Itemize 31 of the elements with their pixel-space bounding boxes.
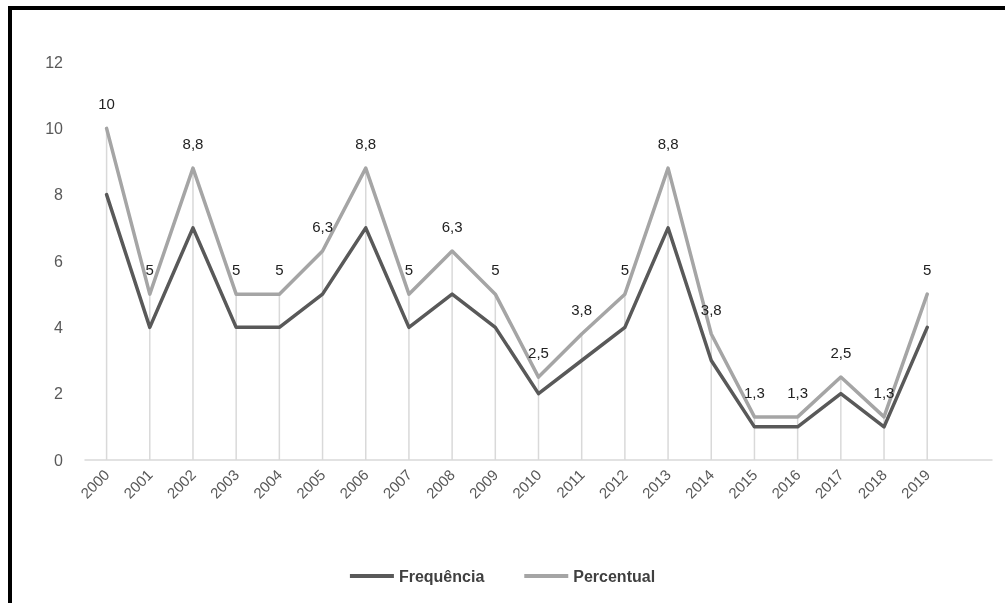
data-label: 1,3 [873, 383, 895, 401]
line-series [104, 126, 929, 419]
data-label: 10 [98, 95, 115, 113]
y-tick-label: 8 [54, 186, 64, 204]
data-label: 5 [275, 261, 284, 279]
y-tick-label: 0 [54, 451, 64, 469]
data-label: 5 [404, 261, 414, 279]
data-label: 3,8 [571, 300, 593, 318]
data-label: 1,3 [744, 383, 765, 401]
data-label: 6,3 [312, 218, 333, 236]
line-series [104, 192, 929, 429]
data-label: 6,3 [441, 218, 463, 236]
y-tick-label: 12 [45, 53, 64, 71]
data-label: 5 [923, 261, 932, 279]
data-label: 3,8 [700, 300, 722, 318]
data-label: 5 [491, 261, 500, 279]
data-label: 2,5 [528, 344, 549, 362]
data-label: 8,8 [657, 135, 679, 153]
data-label: 1,3 [787, 383, 809, 401]
data-label: 2,5 [830, 344, 852, 362]
y-tick-label: 2 [54, 385, 64, 403]
data-label: 5 [145, 261, 154, 279]
y-tick-label: 10 [45, 119, 64, 137]
y-tick-label: 4 [54, 318, 64, 336]
y-tick-label: 6 [54, 252, 64, 270]
legend-label: Frequência [398, 567, 485, 585]
data-label: 5 [620, 261, 630, 279]
data-label: 8,8 [355, 135, 377, 153]
data-label: 5 [231, 261, 241, 279]
legend-label: Percentual [573, 567, 656, 585]
data-label: 8,8 [182, 135, 204, 153]
